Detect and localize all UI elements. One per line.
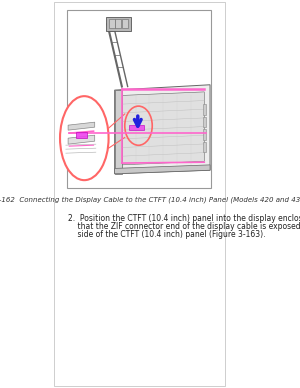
Bar bbox=[203, 117, 206, 128]
Bar bbox=[122, 19, 128, 28]
Polygon shape bbox=[68, 135, 95, 144]
Text: Figure 3-162  Connecting the Display Cable to the CTFT (10.4 inch) Panel (Models: Figure 3-162 Connecting the Display Cabl… bbox=[0, 196, 300, 203]
Polygon shape bbox=[68, 122, 95, 130]
Text: that the ZIF connector end of the display cable is exposed on the right: that the ZIF connector end of the displa… bbox=[68, 222, 300, 231]
Bar bbox=[116, 19, 121, 28]
Bar bbox=[76, 132, 87, 138]
Circle shape bbox=[60, 96, 109, 180]
Polygon shape bbox=[115, 85, 210, 174]
Text: 2.  Position the CTFT (10.4 inch) panel into the display enclosure, ensuring: 2. Position the CTFT (10.4 inch) panel i… bbox=[68, 214, 300, 223]
Bar bbox=[109, 19, 115, 28]
Text: side of the CTFT (10.4 inch) panel (Figure 3-163).: side of the CTFT (10.4 inch) panel (Figu… bbox=[68, 230, 266, 239]
Bar bbox=[203, 129, 206, 140]
Polygon shape bbox=[115, 165, 210, 174]
Bar bbox=[106, 17, 130, 31]
Bar bbox=[203, 142, 206, 152]
Bar bbox=[129, 125, 144, 130]
Bar bbox=[67, 10, 212, 188]
Polygon shape bbox=[115, 90, 122, 174]
Bar bbox=[203, 104, 206, 115]
Polygon shape bbox=[122, 92, 204, 165]
